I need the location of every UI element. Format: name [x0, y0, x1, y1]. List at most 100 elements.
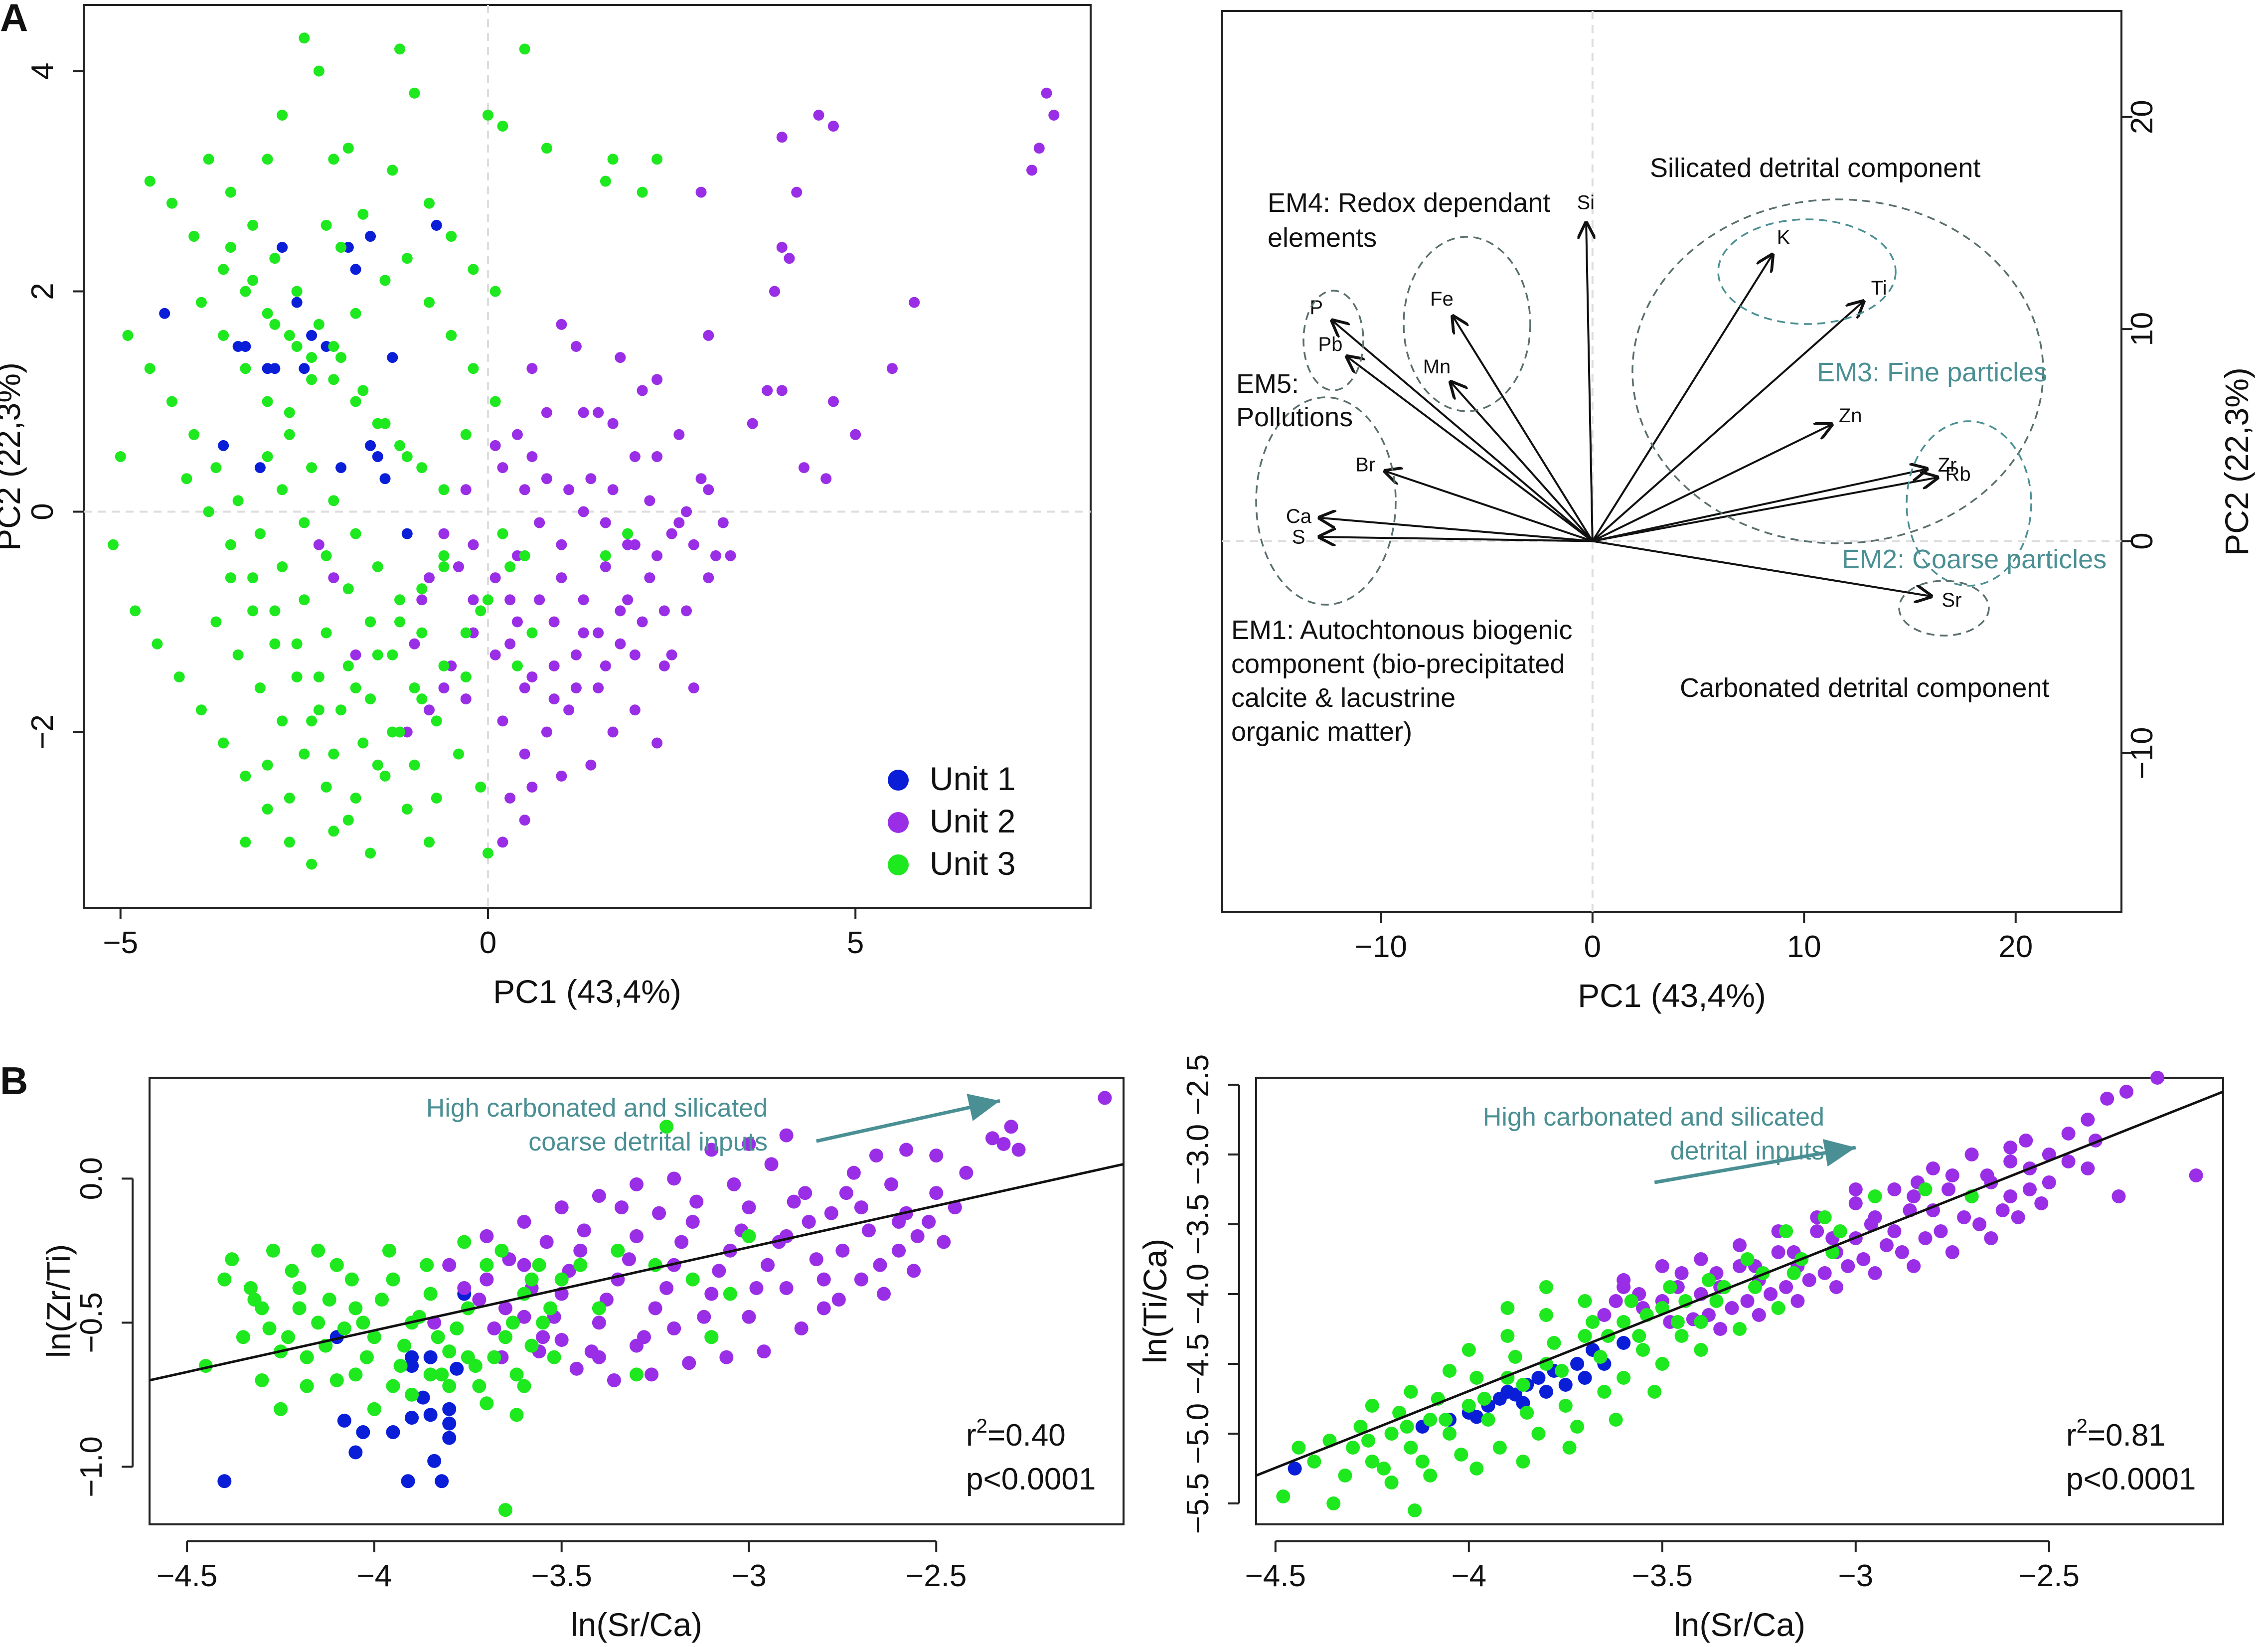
data-point-unit1 [401, 1474, 415, 1488]
data-point-unit3 [394, 726, 406, 738]
y-tick-label: 2 [25, 283, 60, 300]
loading-vector-fe [1453, 317, 1594, 542]
data-point-unit3 [1443, 1427, 1457, 1441]
loading-vector-zr [1592, 469, 1927, 542]
data-point-unit2 [629, 704, 641, 716]
data-point-unit3 [547, 1350, 561, 1364]
data-point-unit3 [210, 616, 222, 628]
data-point-unit2 [703, 572, 714, 584]
data-point-unit3 [277, 484, 288, 495]
data-point-unit3 [342, 815, 354, 826]
data-point-unit2 [1713, 1322, 1728, 1336]
data-point-unit3 [1833, 1224, 1847, 1238]
data-point-unit2 [569, 1361, 584, 1376]
data-point-unit2 [622, 594, 634, 606]
data-point-unit3 [262, 804, 273, 815]
legend-marker-unit3 [888, 854, 909, 875]
data-point-unit3 [519, 550, 530, 561]
data-point-unit3 [1384, 1476, 1399, 1489]
data-point-unit2 [929, 1186, 944, 1200]
data-point-unit3 [401, 253, 413, 264]
x-axis-label: ln(Sr/Ca) [571, 1606, 702, 1643]
data-point-unit2 [578, 594, 589, 606]
x-tick-label: −4 [357, 1559, 392, 1593]
data-point-unit3 [144, 175, 156, 187]
data-point-unit1 [218, 440, 229, 451]
data-point-unit3 [372, 759, 383, 771]
data-point-unit3 [299, 748, 310, 760]
trend-arrow-head [1822, 1139, 1856, 1167]
data-point-unit3 [328, 825, 339, 837]
data-point-unit2 [742, 1137, 756, 1151]
data-point-unit2 [487, 1321, 501, 1335]
data-point-unit3 [285, 1264, 299, 1278]
data-point-unit2 [629, 451, 641, 462]
data-point-unit3 [372, 649, 383, 660]
data-point-unit1 [1617, 1336, 1631, 1350]
data-point-unit2 [1609, 1294, 1623, 1308]
x-tick-label: −4.5 [157, 1559, 217, 1593]
data-point-unit3 [450, 1321, 464, 1335]
data-point-unit3 [1326, 1496, 1341, 1510]
data-point-unit2 [779, 1281, 794, 1295]
data-point-unit3 [306, 374, 318, 385]
data-point-unit3 [416, 583, 428, 595]
annotation-em3: EM3: Fine particles [1817, 357, 2047, 387]
data-point-unit3 [446, 329, 457, 341]
data-point-unit2 [1848, 1182, 1863, 1196]
data-point-unit2 [517, 1215, 531, 1229]
y-axis-label: PC2 (22,3%) [2218, 367, 2255, 556]
data-point-unit3 [328, 154, 339, 165]
data-point-unit2 [846, 1165, 861, 1180]
data-point-unit2 [1945, 1245, 1959, 1259]
data-point-unit2 [2003, 1141, 2018, 1154]
data-point-unit2 [622, 1252, 636, 1267]
data-point-unit2 [556, 319, 567, 330]
data-point-unit2 [526, 671, 538, 682]
data-point-unit2 [630, 1177, 644, 1191]
data-point-unit1 [291, 297, 303, 308]
data-point-unit3 [299, 594, 310, 606]
data-point-unit3 [225, 572, 236, 584]
legend-label-unit3: Unit 3 [930, 845, 1015, 882]
data-point-unit1 [450, 1361, 464, 1376]
data-point-unit3 [387, 649, 398, 660]
data-point-unit3 [401, 451, 413, 462]
data-point-unit3 [1740, 1252, 1755, 1266]
data-point-unit3 [365, 847, 376, 859]
data-point-unit3 [152, 638, 163, 650]
data-point-unit2 [2003, 1154, 2018, 1168]
data-point-unit1 [337, 1413, 351, 1428]
data-point-unit2 [2081, 1161, 2095, 1175]
y-tick-label: −5.5 [1181, 1473, 1215, 1534]
data-point-unit3 [357, 208, 369, 220]
data-point-unit2 [666, 649, 677, 660]
data-point-unit3 [356, 1316, 370, 1330]
data-point-unit3 [1443, 1364, 1457, 1378]
x-tick-label: −2.5 [2019, 1559, 2080, 1593]
data-point-unit1 [405, 1411, 419, 1425]
data-point-unit3 [313, 319, 324, 330]
data-point-unit2 [554, 1200, 569, 1215]
data-point-unit3 [1492, 1441, 1507, 1455]
data-point-unit2 [827, 396, 839, 407]
ellipse-em2 [1906, 420, 2032, 587]
data-point-unit2 [929, 1149, 944, 1163]
data-point-unit3 [1655, 1301, 1669, 1315]
data-point-unit3 [254, 682, 266, 694]
y-tick-label: −2.5 [1181, 1054, 1215, 1115]
data-point-unit3 [622, 528, 634, 539]
data-point-unit2 [1848, 1196, 1863, 1210]
data-point-unit2 [548, 660, 560, 671]
data-point-unit3 [1624, 1294, 1638, 1308]
x-tick-label: 10 [1787, 930, 1821, 964]
data-point-unit3 [379, 770, 391, 782]
data-point-unit2 [548, 616, 560, 628]
data-point-unit2 [438, 682, 450, 694]
y-tick-label: 0 [25, 503, 60, 520]
data-point-unit2 [703, 484, 714, 495]
data-point-unit2 [563, 704, 575, 716]
data-point-unit1 [299, 363, 310, 374]
loading-label-si: Si [1577, 191, 1595, 213]
data-point-unit2 [996, 1137, 1011, 1151]
